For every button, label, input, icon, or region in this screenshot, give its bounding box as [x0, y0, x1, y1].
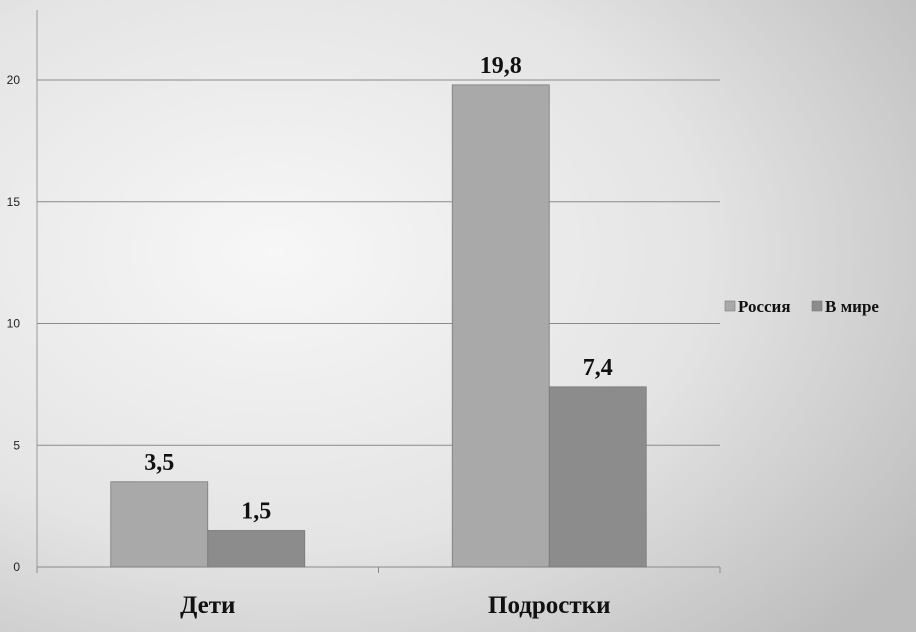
- data-label: 1,5: [241, 498, 271, 524]
- legend-label: В мире: [825, 297, 879, 316]
- bar-russia-0: [110, 481, 209, 568]
- legend-swatch: [724, 300, 736, 312]
- legend-label: Россия: [738, 297, 791, 316]
- category-label: Дети: [180, 592, 235, 619]
- y-tick-label: 15: [7, 195, 21, 209]
- y-tick-label: 20: [7, 73, 21, 87]
- data-label: 3,5: [144, 450, 174, 476]
- bars: [110, 84, 647, 568]
- y-tick-label: 5: [13, 438, 20, 452]
- bar-world-0: [207, 530, 306, 568]
- y-tick-label: 0: [13, 560, 20, 574]
- bar-world-1: [548, 386, 647, 568]
- data-label: 7,4: [583, 355, 613, 381]
- legend: Россия В мире: [724, 297, 879, 316]
- category-label: Подростки: [488, 592, 610, 619]
- labels: 0 5 10 15 20 3,5 1,5 Дети 19,8 7,4 Подростки: [7, 53, 613, 619]
- y-tick-label: 10: [7, 317, 21, 331]
- bar-russia-1: [451, 84, 550, 568]
- legend-swatch: [811, 300, 823, 312]
- data-label: 19,8: [480, 53, 522, 79]
